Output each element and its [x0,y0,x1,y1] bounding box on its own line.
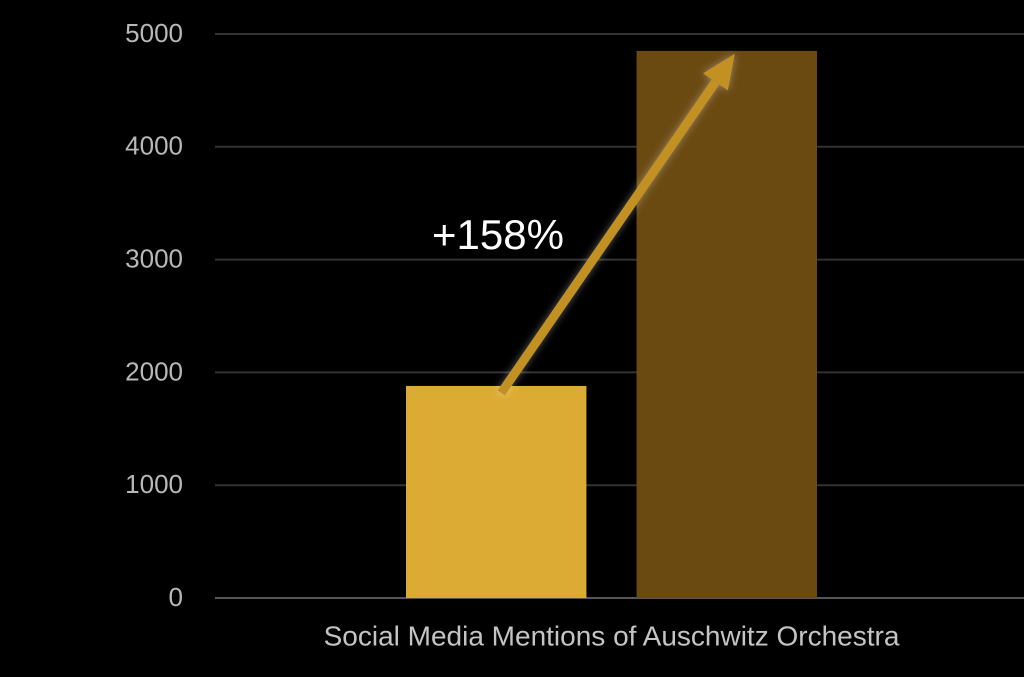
arrow-shaft [497,79,720,396]
y-tick-label: 3000 [125,243,183,273]
y-tick-label: 5000 [125,18,183,48]
growth-arrow [497,53,735,396]
y-tick-label: 4000 [125,131,183,161]
bar [636,50,817,599]
x-tick-label: Social Media Mentions of Auschwitz Orche… [324,620,900,651]
y-tick-label: 1000 [125,469,183,499]
y-tick-label: 2000 [125,356,183,386]
bar [406,385,587,598]
annotation: +158% [432,211,564,258]
arrow-head [703,53,735,91]
y-tick-label: 0 [169,582,183,612]
